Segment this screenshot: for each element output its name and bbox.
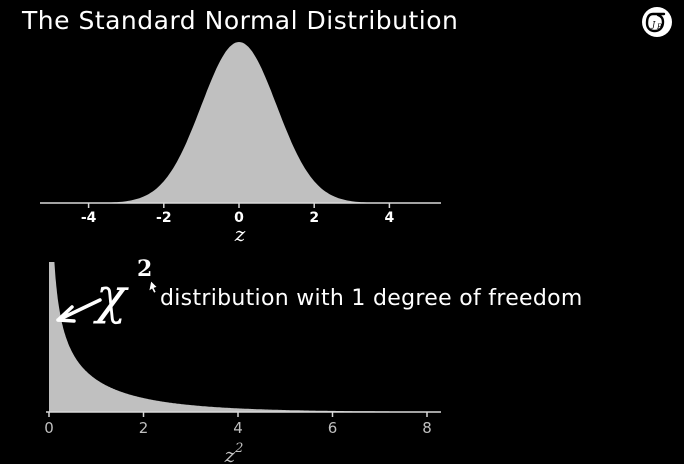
normal-density-area (51, 42, 427, 203)
normal-chart: -4 -2 0 2 4 z (40, 42, 441, 246)
chi-square-density-area (49, 262, 427, 412)
normal-x-axis-label: z (234, 222, 246, 246)
chi-square-x-axis-label: z2 (224, 441, 244, 464)
normal-x-ticks: -4 -2 0 2 4 (81, 203, 395, 226)
chi-square-x-tick-label: 6 (328, 419, 338, 437)
chi-square-x-tick-label: 8 (422, 419, 432, 437)
chi-superscript: 2 (137, 256, 152, 282)
svg-text:J: J (650, 20, 656, 29)
svg-text:B: B (656, 23, 662, 31)
normal-x-tick-label: 0 (234, 210, 244, 226)
chi-symbol: χ (93, 267, 129, 325)
annotation-text: distribution with 1 degree of freedom (160, 286, 583, 311)
page-title: The Standard Normal Distribution (22, 6, 459, 35)
chi-square-x-ticks: 0 2 4 6 8 (44, 412, 432, 437)
chi-square-chart: 0 2 4 6 8 z2 (44, 262, 441, 464)
chi-square-x-tick-label: 4 (233, 419, 243, 437)
pen-cursor-icon (148, 280, 158, 294)
chi-square-annotation: χ 2 (56, 256, 158, 325)
annotation-arrow-icon (56, 298, 102, 323)
normal-x-tick-label: -2 (156, 210, 172, 226)
normal-x-tick-label: 4 (385, 210, 395, 226)
chi-square-x-tick-label: 2 (139, 419, 149, 437)
normal-x-tick-label: 2 (309, 210, 319, 226)
sigma-logo-icon: J B (642, 7, 672, 37)
normal-x-tick-label: -4 (81, 210, 97, 226)
chi-square-x-tick-label: 0 (44, 419, 54, 437)
